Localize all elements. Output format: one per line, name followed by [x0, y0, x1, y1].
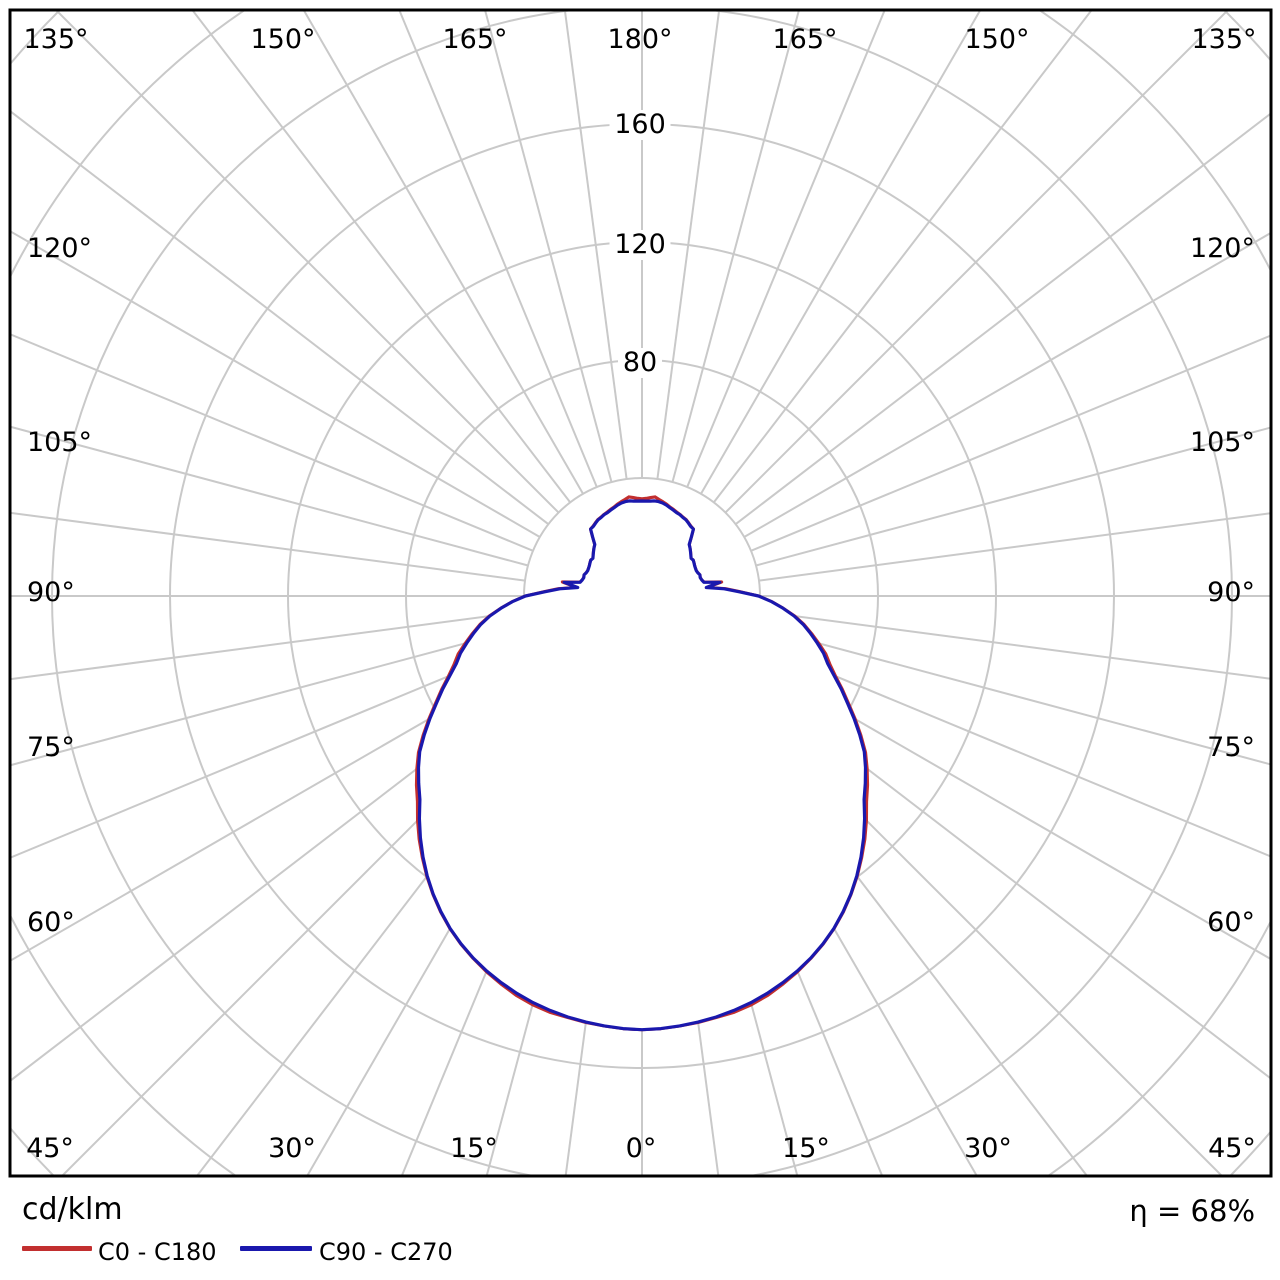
angle-label: 60° [27, 907, 75, 938]
radial-label-backing [609, 110, 671, 140]
grid-spoke [11, 426, 529, 567]
grid-spoke [755, 426, 1270, 567]
grid-spoke [11, 511, 526, 582]
grid-spoke [56, 11, 560, 514]
grid-spoke [11, 230, 541, 538]
angle-label: 135° [1191, 24, 1256, 55]
legend-label-c90-c270: C90 - C270 [319, 1238, 453, 1266]
angle-label: 135° [23, 24, 88, 55]
angle-label: 30° [964, 1133, 1012, 1164]
plot-frame [8, 8, 1273, 1178]
grid-spoke [564, 11, 628, 480]
angle-label: 120° [1190, 233, 1255, 264]
curve-c90-c270 [416, 499, 868, 1032]
angle-label: 105° [27, 427, 92, 458]
grid-spoke [758, 610, 1270, 680]
angle-label: 90° [27, 577, 75, 608]
grid-spoke [750, 640, 1270, 858]
angle-label: 45° [1208, 1133, 1256, 1164]
grid-spoke [700, 11, 981, 495]
legend-label-c0-c180: C0 - C180 [98, 1238, 217, 1266]
grid-spoke [734, 113, 1270, 525]
grid-spoke [11, 610, 526, 681]
grid-spoke [11, 625, 529, 766]
grid-spoke [398, 11, 598, 488]
grid-spoke [484, 11, 613, 483]
grid-spoke [11, 640, 534, 859]
angle-label: 45° [26, 1133, 74, 1164]
angle-label: 165° [772, 24, 837, 55]
radial-label-backing [618, 348, 662, 378]
angle-label: 0° [626, 1133, 657, 1164]
grid-spoke [11, 333, 534, 552]
angle-label: 150° [964, 24, 1029, 55]
angle-label: 180° [607, 24, 672, 55]
angle-label: 15° [450, 1133, 498, 1164]
angle-label: 15° [782, 1133, 830, 1164]
radial-tick-label: 160 [614, 109, 666, 140]
grid-spoke [713, 11, 1092, 504]
grid-spoke [303, 11, 584, 495]
angle-label: 60° [1207, 907, 1255, 938]
angle-label: 75° [1207, 732, 1255, 763]
grid-spoke [11, 110, 550, 525]
angle-label: 150° [250, 24, 315, 55]
legend: C0 - C180 C90 - C270 [0, 1236, 1280, 1280]
grid-spoke [192, 11, 571, 504]
angle-label: 165° [442, 24, 507, 55]
angle-label: 75° [27, 732, 75, 763]
angle-label: 30° [268, 1133, 316, 1164]
angle-label: 90° [1207, 577, 1255, 608]
radial-label-backing [609, 230, 671, 260]
efficiency-label: η = 68% [1129, 1194, 1255, 1228]
grid-spoke [671, 11, 800, 483]
intensity-curves [414, 495, 870, 1032]
legend-swatch-c90-c270 [240, 1246, 312, 1251]
units-label: cd/klm [22, 1192, 123, 1227]
grid-spoke [755, 625, 1270, 766]
legend-swatch-c0-c180 [22, 1246, 92, 1251]
grid-spoke [724, 11, 1228, 514]
radial-tick-label: 120 [614, 229, 666, 260]
grid-spoke [743, 232, 1270, 538]
grid-spoke [750, 334, 1270, 552]
grid-spoke [686, 11, 886, 488]
grid-spoke [758, 512, 1270, 582]
angle-label: 120° [27, 233, 92, 264]
radial-tick-label: 80 [623, 347, 657, 378]
grid-spoke [656, 11, 720, 480]
angle-label: 105° [1190, 427, 1255, 458]
axis-labels: 135° 150° 165° 180° 165° 150° 135° 45° 30° 15° 0° 1… [23, 24, 1256, 1164]
